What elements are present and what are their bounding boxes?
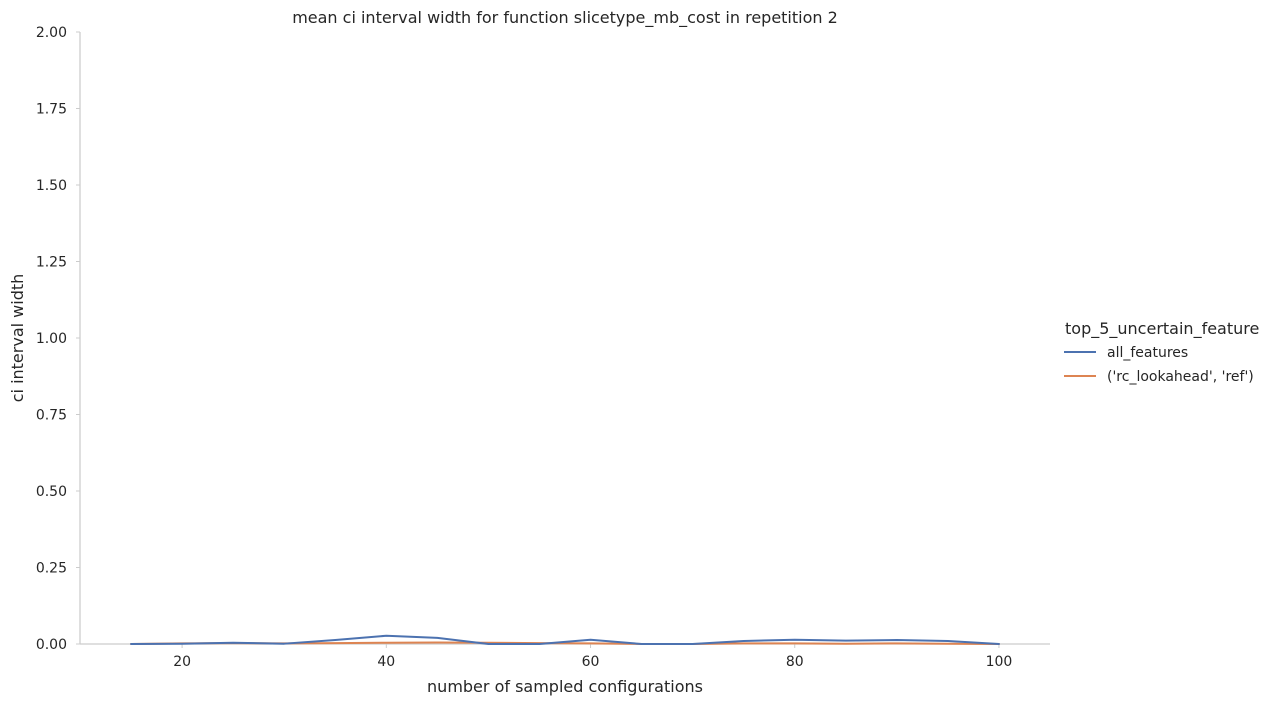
x-tick-label: 40 <box>377 654 395 670</box>
chart-title: mean ci interval width for function slic… <box>292 8 838 28</box>
y-tick-label: 0.50 <box>36 484 67 500</box>
y-axis-ticks: 0.00 0.25 0.50 0.75 1.00 1.25 1.50 1.75 2.00 <box>36 25 80 653</box>
x-tick-label: 60 <box>582 654 600 670</box>
legend: top_5_uncertain_feature all_features ('rc… <box>1064 319 1259 385</box>
legend-items: all_features ('rc_lookahead', 'ref') <box>1064 345 1254 385</box>
series-lines <box>130 634 1000 645</box>
y-tick-label: 2.00 <box>36 25 67 41</box>
y-axis-label: ci interval width <box>8 274 27 403</box>
x-axis-label: number of sampled configurations <box>427 677 703 696</box>
legend-title: top_5_uncertain_feature <box>1065 319 1259 339</box>
y-tick-label: 1.50 <box>36 178 67 194</box>
series-line-all-features <box>130 634 1000 645</box>
x-tick-label: 20 <box>173 654 191 670</box>
y-tick-label: 0.25 <box>36 561 67 577</box>
legend-label: ('rc_lookahead', 'ref') <box>1107 369 1254 385</box>
legend-label: all_features <box>1107 345 1188 361</box>
y-tick-label: 1.00 <box>36 331 67 347</box>
y-tick-label: 1.25 <box>36 255 67 271</box>
y-tick-label: 0.00 <box>36 637 67 653</box>
x-axis-ticks: 20 40 60 80 100 <box>173 644 1012 670</box>
y-tick-label: 0.75 <box>36 408 67 424</box>
x-tick-label: 100 <box>986 654 1013 670</box>
x-tick-label: 80 <box>786 654 804 670</box>
y-tick-label: 1.75 <box>36 102 67 118</box>
